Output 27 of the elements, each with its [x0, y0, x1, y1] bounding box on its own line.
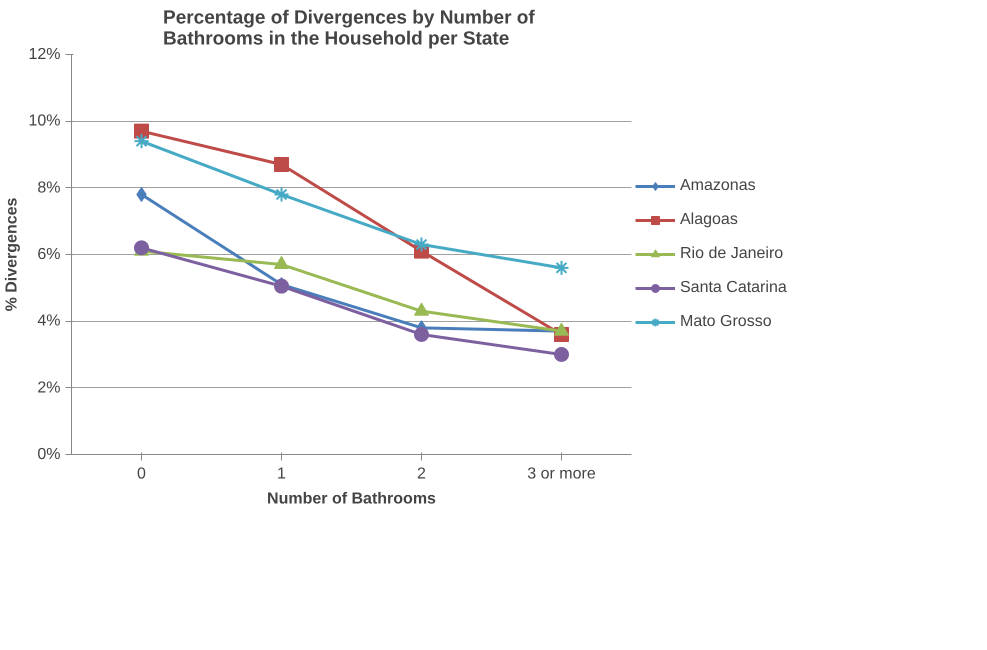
y-tick-label: 12%	[28, 46, 61, 63]
point	[136, 187, 147, 202]
legend-label: Alagoas	[680, 211, 738, 229]
x-tick-label: 3 or more	[527, 466, 596, 482]
x-tick-label: 0	[137, 466, 146, 482]
point	[134, 124, 149, 139]
point	[554, 347, 569, 362]
y-tick-label: 2%	[37, 379, 60, 396]
point	[414, 236, 430, 252]
y-tick-label: 8%	[37, 179, 60, 196]
y-axis-title: % Divergences	[3, 197, 20, 312]
legend-label: Amazonas	[680, 177, 756, 195]
y-tick-label: 6%	[37, 246, 60, 263]
point	[274, 157, 289, 172]
point	[134, 133, 150, 150]
legend-label: Rio de Janeiro	[680, 245, 784, 263]
legend-label: Mato Grosso	[680, 313, 772, 331]
y-tick-label: 10%	[28, 112, 61, 130]
x-axis-title: Number of Bathrooms	[267, 490, 436, 508]
chart-title: Percentage of Divergences by Number of Bathrooms in the Household per State	[163, 8, 536, 50]
legend-label: Santa Catarina	[680, 279, 787, 297]
x-tick-label: 1	[277, 466, 286, 482]
y-tick-label: 0%	[37, 446, 60, 463]
point	[554, 260, 570, 276]
y-tick-label: 4%	[37, 312, 60, 330]
x-tick-label: 2	[417, 466, 426, 482]
point	[274, 186, 290, 202]
